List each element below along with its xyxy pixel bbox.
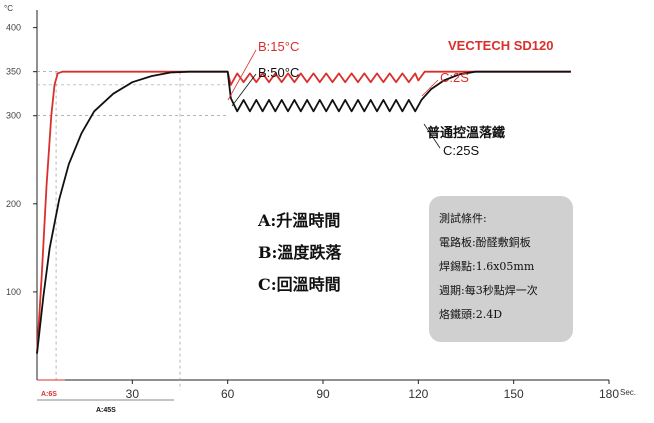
x-tick-label: 60: [221, 387, 235, 401]
x-tick-label: 120: [408, 387, 428, 401]
test-conditions-box: [429, 196, 573, 342]
pointer-c-black: [423, 123, 441, 149]
y-tick-label: 100: [6, 287, 21, 297]
y-ticks: 100 200 300 350 400: [6, 23, 37, 297]
series-line-normal: [36, 70, 571, 354]
pointer-b-red: [227, 49, 257, 101]
legend-line-b: B:溫度跌落: [258, 243, 342, 262]
annotation-c-black: C:25S: [443, 143, 479, 158]
y-tick-label: 350: [6, 67, 21, 77]
pointer-b-black: [231, 73, 257, 107]
y-tick-label: 400: [6, 23, 21, 33]
series-label-vectech: VECTECH SD120: [448, 38, 553, 53]
y-tick-label: 200: [6, 199, 21, 209]
y-unit-label: °C: [4, 4, 13, 13]
pointer-c-red: [421, 79, 439, 97]
annotation-b-black: B:50°C: [258, 65, 299, 80]
x-tick-label: 150: [504, 387, 524, 401]
condition-solder-point: 焊錫點:1.6x05mm: [439, 259, 535, 273]
x-tick-label: 30: [126, 387, 140, 401]
condition-tip: 烙鐵頭:2.4D: [439, 307, 502, 321]
series-lines: [36, 70, 571, 354]
condition-cycle: 週期:每3秒點焊一次: [439, 283, 538, 297]
condition-board: 電路板:酚醛敷銅板: [439, 235, 531, 249]
y-tick-label: 300: [6, 111, 21, 121]
x-unit-label: Sec.: [620, 388, 636, 397]
x-tick-label: 90: [316, 387, 330, 401]
annotation-c-red: C:2S: [440, 70, 469, 85]
annotation-a-red: A:6S: [41, 391, 57, 398]
x-tick-label: 180: [599, 387, 619, 401]
x-ticks: 30 60 90 120 150 180: [126, 380, 619, 401]
annotation-b-red: B:15°C: [258, 39, 299, 54]
legend-line-a: A:升溫時間: [257, 211, 340, 230]
series-label-normal: 普通控溫落鐵: [427, 125, 505, 141]
legend-line-c: C:回溫時間: [258, 275, 341, 294]
condition-title: 測試條件:: [439, 211, 487, 225]
guide-lines: [37, 71, 228, 390]
annotation-a-black: A:45S: [96, 407, 116, 414]
